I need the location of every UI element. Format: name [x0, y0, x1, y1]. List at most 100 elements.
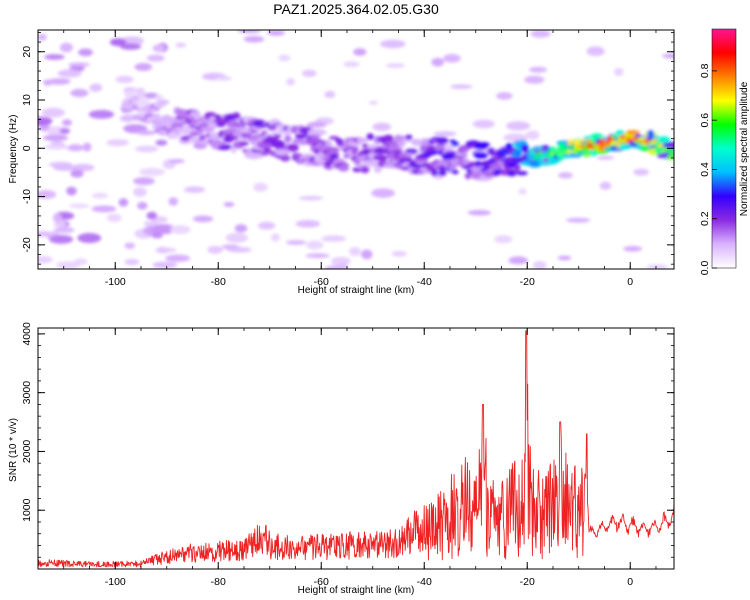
spectrogram-cell — [286, 240, 307, 245]
spectrogram-cell — [434, 143, 446, 152]
spectrogram-cell — [221, 244, 240, 250]
y-tick-label: -20 — [21, 237, 33, 252]
spectrogram-cell — [587, 142, 594, 147]
spectrogram-cell — [405, 134, 413, 140]
spectrogram-cell — [43, 145, 69, 150]
spectrogram-cell — [361, 143, 369, 148]
spectrogram-cell — [433, 131, 457, 137]
spectrogram-cell — [137, 201, 148, 210]
x-tick-label: 0 — [627, 276, 633, 288]
spectrogram-cell — [391, 250, 407, 257]
spectrogram-cell — [278, 54, 291, 62]
spectrogram-cell — [107, 213, 122, 223]
spectrogram-cell — [53, 213, 62, 223]
spectrogram-cell — [306, 121, 327, 128]
spectrogram-cell — [518, 188, 527, 195]
spectrogram-cell — [652, 138, 659, 142]
spectrogram-cell — [137, 97, 151, 105]
spectrogram-cell — [368, 100, 379, 105]
spectrogram-cell — [383, 134, 394, 142]
spectrogram-cell — [298, 196, 324, 201]
spectrogram-frame — [37, 29, 675, 270]
spectrogram-cell — [310, 129, 327, 136]
x-tick-label: -40 — [417, 576, 432, 588]
spectrogram-cell — [168, 197, 179, 206]
spectrogram-cell — [42, 134, 69, 142]
spectrogram-cell — [529, 66, 547, 73]
spectrogram-cell — [540, 145, 550, 150]
spectrogram-cell — [533, 260, 547, 269]
spectrogram-cell — [524, 75, 545, 84]
spectrogram-cell — [165, 254, 191, 262]
spectrogram-cell — [538, 156, 545, 160]
snr-frame — [37, 327, 675, 570]
spectrogram-cell — [124, 242, 136, 249]
spectrogram-cell — [351, 148, 359, 155]
snr-ticks: -100 -80 -60 -40 -20 0 1000 2000 3000 4000 — [21, 322, 674, 588]
spectrogram-cell — [353, 48, 367, 56]
spectrogram-cell — [301, 69, 317, 77]
colorbar-ticks: 0.0 0.2 0.4 0.6 0.8 — [699, 63, 717, 275]
spectrogram-cell — [361, 249, 373, 260]
x-tick-label: -80 — [211, 576, 226, 588]
spectrogram-cell — [562, 146, 569, 150]
x-tick-label: -60 — [314, 576, 329, 588]
colorbar-tick-label: 0.4 — [699, 162, 711, 177]
spectrogram-cell — [513, 166, 521, 173]
spectrogram-cell — [170, 225, 191, 235]
spectrogram-y-axis-label: Frequency (Hz) — [8, 115, 19, 184]
spectrogram-cell — [646, 264, 668, 269]
colorbar-tick-label: 0.0 — [699, 261, 711, 276]
y-tick-label: 0 — [21, 145, 33, 151]
spectrogram-cell — [431, 57, 445, 67]
spectrogram-cell — [410, 149, 418, 154]
spectrogram-cell — [146, 211, 158, 220]
spectrogram-cell — [438, 165, 447, 172]
spectrogram-cell — [553, 151, 560, 156]
spectrogram-cell — [151, 232, 163, 239]
spectrogram-cell — [385, 63, 405, 68]
spectrogram-cell — [133, 177, 155, 186]
spectrogram-cell — [223, 202, 235, 207]
spectrogram-cell — [66, 186, 77, 196]
spectrogram-cell — [666, 148, 673, 152]
spectrogram-cell — [662, 53, 674, 59]
spectrogram-cell — [464, 172, 472, 180]
spectrogram-cell — [118, 198, 129, 207]
spectrogram-cell — [280, 154, 291, 162]
spectrogram-cell — [614, 142, 621, 146]
spectrogram-cell — [472, 119, 495, 129]
spectrogram-cell — [637, 137, 644, 141]
spectrogram-cell — [154, 94, 164, 101]
spectrogram-cell — [599, 139, 606, 143]
spectrogram-cell — [557, 255, 572, 261]
spectrogram-cell — [53, 165, 77, 171]
colorbar-ramp — [711, 28, 737, 269]
spectrogram-cell — [270, 233, 280, 242]
spectrogram-cell — [109, 38, 127, 47]
spectrogram-cell — [451, 169, 459, 175]
x-tick-label: -80 — [211, 276, 226, 288]
spectrogram-cell — [331, 256, 351, 266]
spectrogram-cell — [467, 210, 491, 216]
spectrogram-cell — [124, 259, 140, 266]
spectrogram-cell — [49, 235, 74, 244]
spectrogram-cell — [494, 235, 513, 244]
spectrogram-cell — [175, 109, 190, 115]
spectrogram-cell — [133, 187, 147, 197]
x-tick-label: -60 — [314, 276, 329, 288]
spectrogram-cell — [507, 169, 517, 177]
spectrogram-cell — [56, 261, 81, 269]
spectrogram-cell — [137, 93, 145, 99]
spectrogram-cell — [586, 46, 605, 56]
spectrogram-cell — [475, 160, 482, 168]
snr-plot: -100 -80 -60 -40 -20 0 1000 2000 3000 4000 Height… — [8, 322, 675, 596]
spectrogram-cell — [215, 76, 233, 81]
spectrogram-cell — [380, 39, 406, 49]
spectrogram-cell — [599, 181, 612, 190]
spectrogram-cell — [57, 69, 82, 78]
spectrogram-cell — [89, 83, 103, 92]
spectrogram-cell — [505, 121, 531, 131]
y-tick-label: 2000 — [21, 440, 33, 464]
spectrogram-cell — [657, 136, 671, 143]
